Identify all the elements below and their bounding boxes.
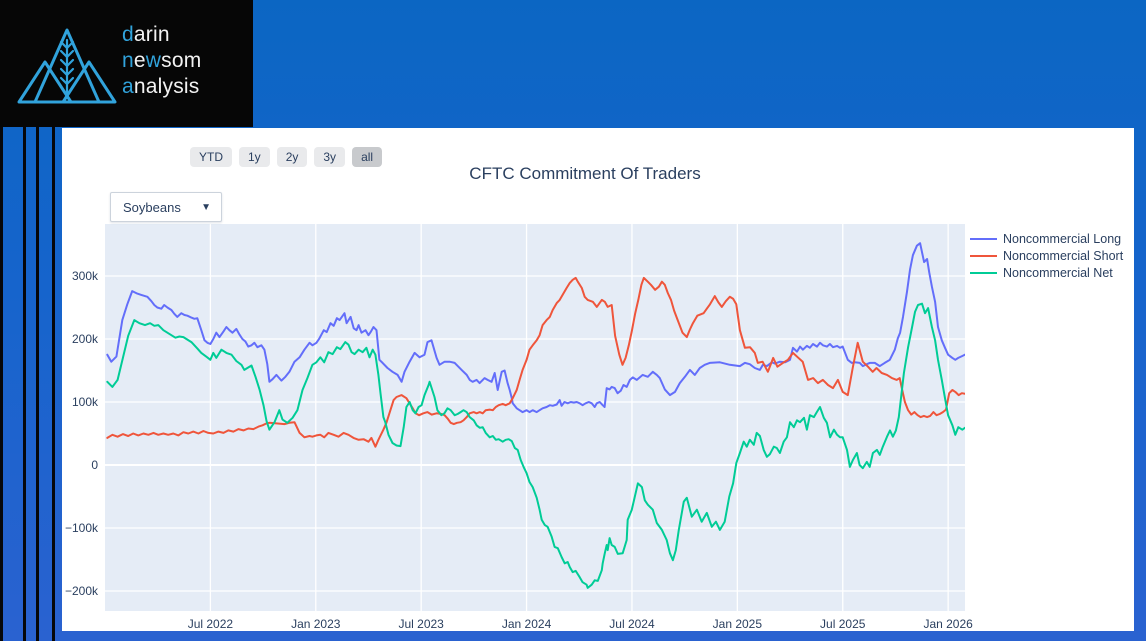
legend-line-swatch — [970, 271, 997, 274]
brand-letter: e — [133, 49, 146, 72]
brand-letter: d — [122, 23, 134, 46]
range-button-2y[interactable]: 2y — [276, 147, 308, 167]
legend-label: Noncommercial Long — [1003, 231, 1122, 246]
tick-label: −200k — [65, 584, 99, 598]
tick-label: Jul 2023 — [398, 617, 444, 631]
window-edge-line — [0, 127, 3, 641]
tick-label: Jan 2023 — [291, 617, 341, 631]
tick-label: Jul 2025 — [820, 617, 866, 631]
chart-title: CFTC Commitment Of Traders — [469, 164, 701, 183]
brand-logo: darin newsom analysis — [0, 0, 253, 127]
brand-letter: w — [145, 49, 162, 72]
legend-item[interactable]: Noncommercial Net — [970, 264, 1123, 281]
window-edge-line — [36, 127, 39, 641]
range-button-all[interactable]: all — [352, 147, 383, 167]
cot-line-chart[interactable]: −200k −100k 0 100k 200k 300k Jul 2022 Jan 2023 J… — [62, 128, 1134, 631]
legend: Noncommercial Long Noncommercial Short Non… — [970, 230, 1123, 281]
legend-item[interactable]: Noncommercial Short — [970, 247, 1123, 264]
range-button-3y[interactable]: 3y — [314, 147, 346, 167]
tick-label: Jul 2022 — [188, 617, 234, 631]
tick-label: Jul 2024 — [609, 617, 655, 631]
tick-label: 300k — [72, 269, 99, 283]
tick-label: −100k — [65, 521, 99, 535]
legend-label: Noncommercial Net — [1003, 265, 1113, 280]
legend-line-swatch — [970, 237, 997, 240]
window-edge-line — [22, 127, 26, 641]
range-selector: YTD 1y 2y 3y all — [190, 147, 383, 167]
tick-label: 100k — [72, 395, 99, 409]
brand-letter: nalysis — [133, 75, 200, 98]
chart-card: −200k −100k 0 100k 200k 300k Jul 2022 Jan 2023 J… — [62, 128, 1134, 631]
dropdown-selected-value: Soybeans — [123, 200, 181, 215]
mountains-wheat-icon — [17, 28, 117, 104]
chevron-down-icon: ▼ — [201, 202, 211, 213]
brand-letter: arin — [133, 23, 170, 46]
plot-area[interactable] — [105, 224, 965, 611]
tick-label: Jan 2026 — [923, 617, 973, 631]
window-edge-line — [52, 127, 55, 641]
tick-label: 0 — [91, 458, 98, 472]
range-button-ytd[interactable]: YTD — [190, 147, 232, 167]
brand-name: darin newsom analysis — [122, 22, 201, 100]
instrument-dropdown[interactable]: Soybeans ▼ — [110, 192, 222, 222]
brand-letter: n — [122, 49, 134, 72]
legend-item[interactable]: Noncommercial Long — [970, 230, 1123, 247]
tick-label: Jan 2025 — [713, 617, 763, 631]
legend-label: Noncommercial Short — [1003, 248, 1124, 263]
series-line[interactable] — [106, 242, 965, 414]
tick-label: Jan 2024 — [502, 617, 552, 631]
range-button-1y[interactable]: 1y — [239, 147, 270, 167]
series-line[interactable] — [106, 302, 965, 589]
tick-label: 200k — [72, 332, 99, 346]
brand-letter: som — [161, 49, 202, 72]
legend-line-swatch — [970, 254, 997, 257]
brand-letter: a — [122, 75, 134, 98]
